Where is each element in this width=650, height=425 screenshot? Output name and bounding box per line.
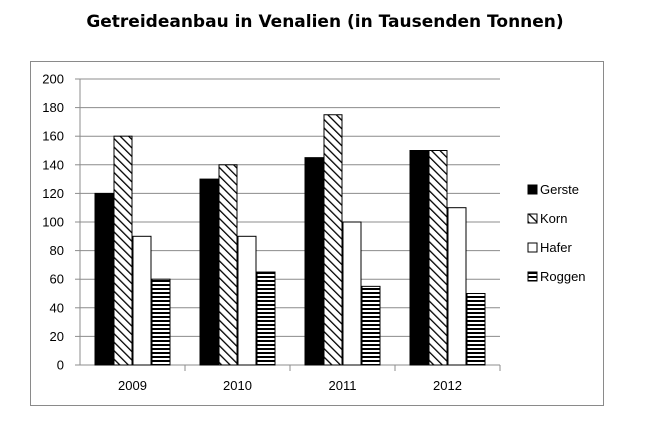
- bar-hafer-2011: [342, 221, 362, 366]
- legend-swatch-hafer: [527, 242, 538, 253]
- y-tick-label: 160: [42, 129, 64, 144]
- bar-gerste-2009: [94, 192, 114, 366]
- y-tick-label: 20: [50, 329, 64, 344]
- bar-hafer-2009: [132, 235, 152, 366]
- bar-gerste-2011: [304, 157, 324, 366]
- y-tick-label: 100: [42, 215, 64, 230]
- legend-swatch-korn: [527, 213, 538, 224]
- y-tick-label: 180: [42, 100, 64, 115]
- bar-roggen-2012: [466, 293, 486, 366]
- bar-roggen-2009: [151, 278, 171, 366]
- y-tick-label: 140: [42, 157, 64, 172]
- bar-gerste-2012: [409, 150, 429, 366]
- y-tick-label: 0: [57, 358, 64, 373]
- bar-korn-2012: [428, 150, 448, 366]
- legend-label-gerste: Gerste: [540, 182, 579, 197]
- x-tick-label: 2012: [433, 378, 462, 393]
- y-tick-label: 40: [50, 300, 64, 315]
- legend-swatch-roggen: [527, 271, 538, 282]
- bar-roggen-2010: [256, 271, 276, 366]
- x-tick-label: 2010: [223, 378, 252, 393]
- bar-hafer-2010: [237, 235, 257, 366]
- chart-frame: [30, 61, 604, 406]
- tick-labels: 0 20 40 60 80 100 120 140 160 180 200 2009 2010 2011 2…: [42, 72, 462, 394]
- y-tick-label: 120: [42, 186, 64, 201]
- y-tick-label: 80: [50, 243, 64, 258]
- bars: [94, 114, 486, 366]
- y-tick-label: 60: [50, 272, 64, 287]
- legend-label-roggen: Roggen: [540, 269, 586, 284]
- bar-korn-2010: [218, 164, 238, 366]
- legend: Gerste Korn Hafer Roggen: [527, 182, 586, 284]
- legend-swatch-gerste: [527, 184, 538, 195]
- bar-gerste-2010: [199, 178, 219, 366]
- y-tick-label: 200: [42, 72, 64, 87]
- legend-label-hafer: Hafer: [540, 240, 572, 255]
- bar-korn-2009: [113, 135, 133, 366]
- bar-roggen-2011: [361, 285, 381, 366]
- legend-label-korn: Korn: [540, 211, 567, 226]
- x-tick-label: 2011: [329, 378, 357, 393]
- bar-korn-2011: [323, 114, 343, 366]
- chart-title: Getreideanbau in Venalien (in Tausenden …: [86, 12, 564, 32]
- x-tick-label: 2009: [118, 378, 147, 393]
- bar-hafer-2012: [447, 207, 467, 366]
